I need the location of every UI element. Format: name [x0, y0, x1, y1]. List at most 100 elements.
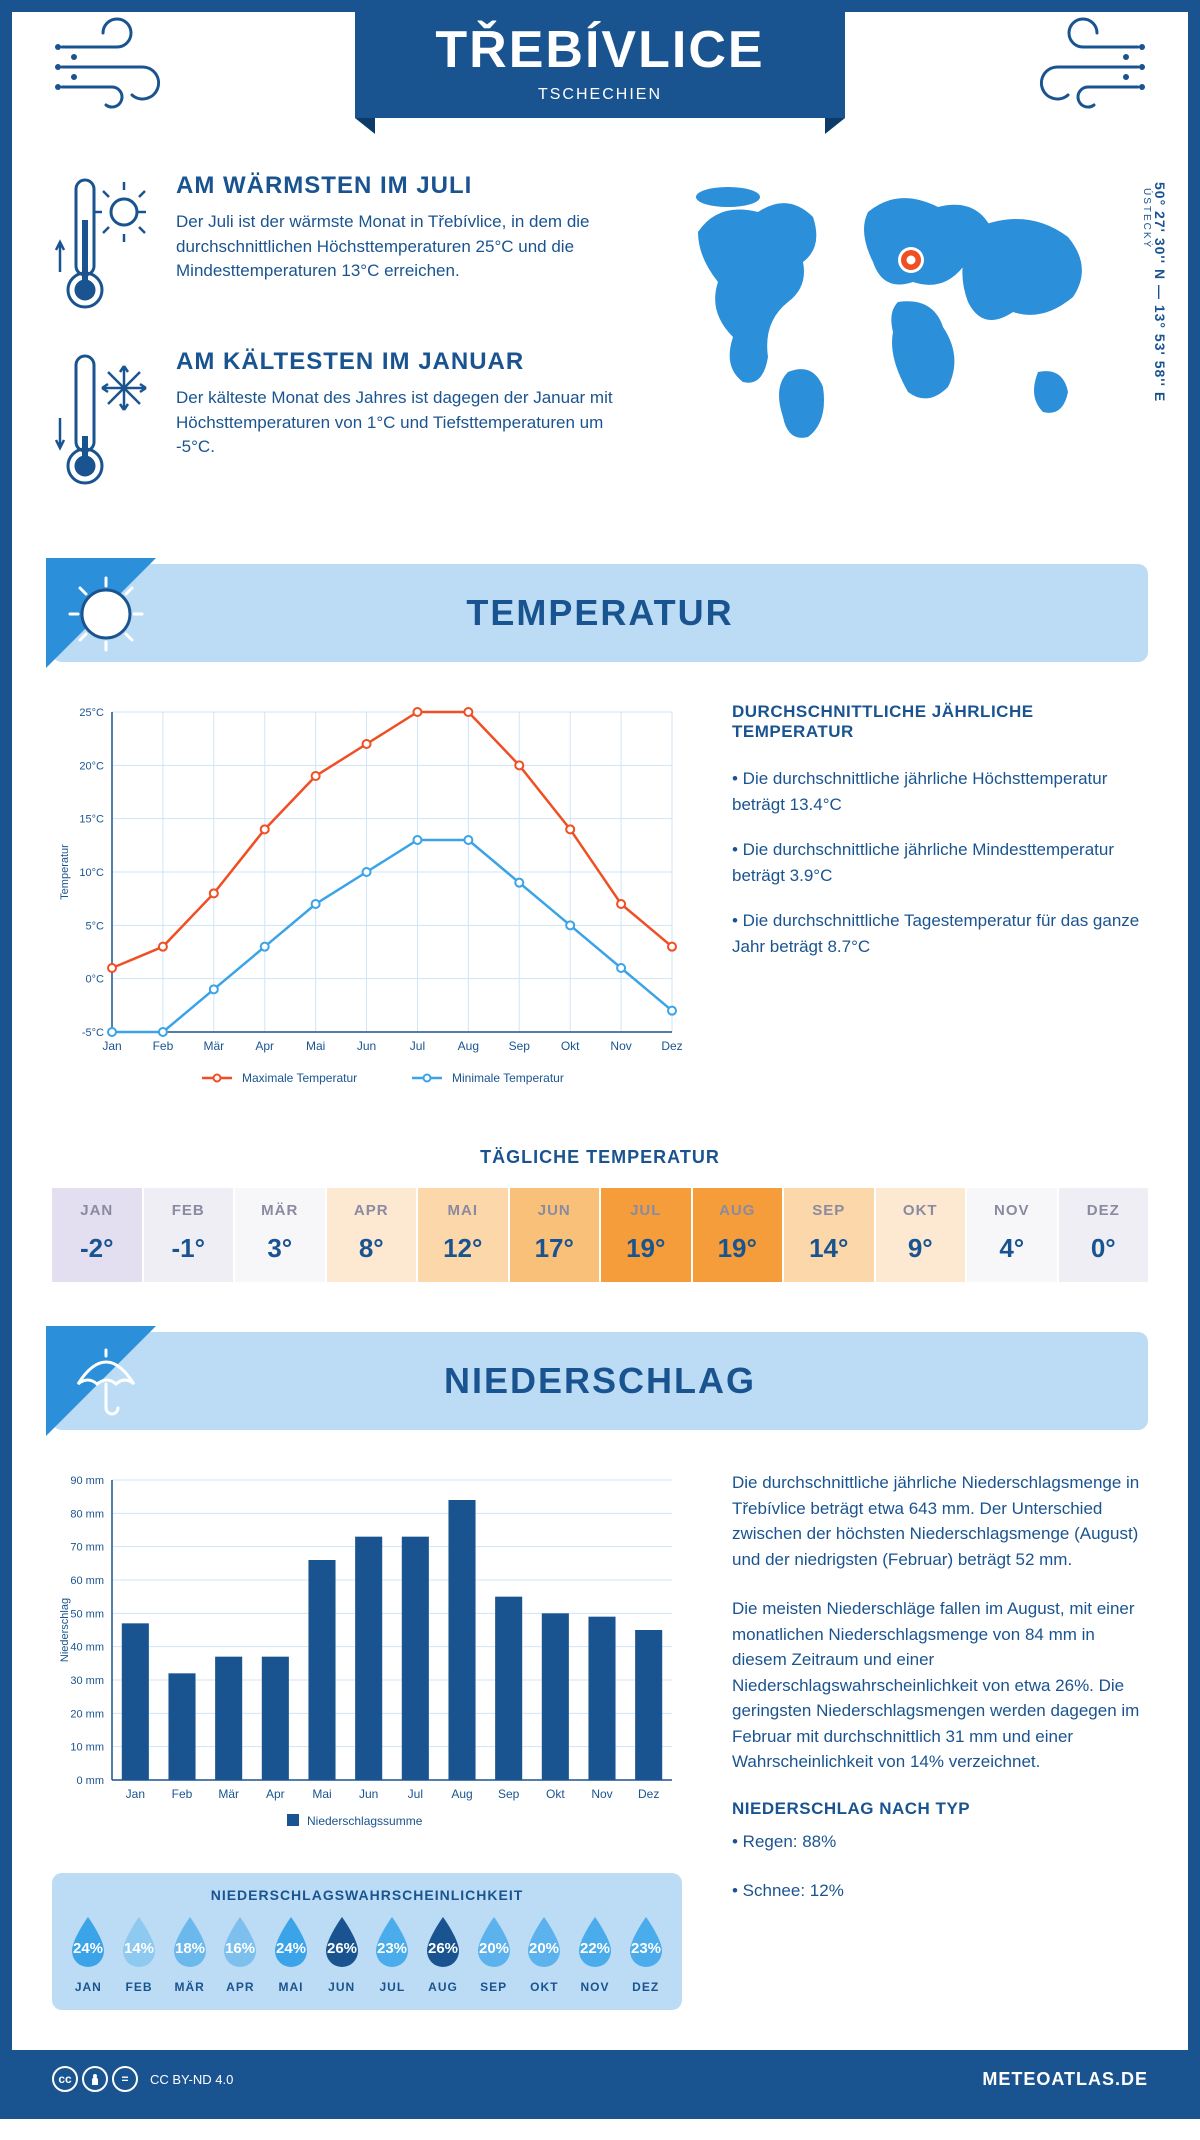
precipitation-bar-chart: 0 mm10 mm20 mm30 mm40 mm50 mm60 mm70 mm8…	[52, 1470, 682, 1840]
daily-temp-cell: MAI12°	[418, 1188, 508, 1282]
svg-text:Minimale Temperatur: Minimale Temperatur	[452, 1071, 564, 1085]
daily-temp-cell: NOV4°	[967, 1188, 1057, 1282]
probability-cell: 20%SEP	[469, 1915, 518, 1994]
daily-temperature-grid: JAN-2°FEB-1°MÄR3°APR8°MAI12°JUN17°JUL19°…	[52, 1188, 1148, 1282]
svg-text:Temperatur: Temperatur	[59, 844, 71, 900]
cc-icons: cc =	[52, 2066, 138, 2092]
svg-text:60 mm: 60 mm	[70, 1575, 104, 1587]
page-title: TŘEBÍVLICE	[435, 20, 764, 80]
thermometer-hot-icon	[52, 172, 152, 312]
svg-text:22%: 22%	[580, 1940, 610, 1957]
daily-temp-cell: OKT9°	[876, 1188, 966, 1282]
precip-type-2: • Schnee: 12%	[732, 1878, 1148, 1904]
svg-text:Sep: Sep	[509, 1039, 531, 1053]
drop-icon: 26%	[423, 1915, 463, 1967]
temperature-title: TEMPERATUR	[52, 592, 1148, 634]
intro-left: AM WÄRMSTEN IM JULI Der Juli ist der wär…	[52, 172, 628, 524]
probability-box: NIEDERSCHLAGSWAHRSCHEINLICHKEIT 24%JAN14…	[52, 1873, 682, 2010]
precip-type-heading: NIEDERSCHLAG NACH TYP	[732, 1799, 1148, 1819]
daily-temp-cell: MÄR3°	[235, 1188, 325, 1282]
cc-icon: cc	[52, 2066, 78, 2092]
probability-cell: 20%OKT	[520, 1915, 569, 1994]
svg-text:90 mm: 90 mm	[70, 1475, 104, 1487]
sun-icon	[66, 574, 146, 654]
probability-cell: 23%DEZ	[621, 1915, 670, 1994]
by-icon	[82, 2066, 108, 2092]
svg-text:50 mm: 50 mm	[70, 1608, 104, 1620]
svg-text:Niederschlag: Niederschlag	[59, 1598, 71, 1662]
coldest-block: AM KÄLTESTEN IM JANUAR Der kälteste Mona…	[52, 348, 628, 488]
precipitation-left: 0 mm10 mm20 mm30 mm40 mm50 mm60 mm70 mm8…	[52, 1470, 682, 2010]
precip-text-2: Die meisten Niederschläge fallen im Augu…	[732, 1596, 1148, 1775]
daily-temp-heading: TÄGLICHE TEMPERATUR	[52, 1147, 1148, 1168]
title-banner: TŘEBÍVLICE TSCHECHIEN	[355, 0, 844, 118]
svg-text:40 mm: 40 mm	[70, 1642, 104, 1654]
probability-cell: 23%JUL	[368, 1915, 417, 1994]
svg-text:Okt: Okt	[546, 1787, 565, 1801]
svg-text:16%: 16%	[225, 1940, 255, 1957]
drop-icon: 20%	[474, 1915, 514, 1967]
stats-p1: • Die durchschnittliche jährliche Höchst…	[732, 766, 1148, 817]
svg-text:Mai: Mai	[306, 1039, 325, 1053]
warmest-desc: Der Juli ist der wärmste Monat in Třebív…	[176, 210, 628, 284]
daily-temp-cell: JUN17°	[510, 1188, 600, 1282]
drop-icon: 23%	[372, 1915, 412, 1967]
svg-text:10 mm: 10 mm	[70, 1742, 104, 1754]
svg-text:24%: 24%	[276, 1940, 306, 1957]
svg-text:Jun: Jun	[357, 1039, 376, 1053]
drop-icon: 22%	[575, 1915, 615, 1967]
svg-text:Aug: Aug	[451, 1787, 472, 1801]
wind-icon-right	[1018, 12, 1148, 122]
coldest-text: AM KÄLTESTEN IM JANUAR Der kälteste Mona…	[176, 348, 628, 488]
svg-text:Jan: Jan	[126, 1787, 145, 1801]
temperature-line-chart: -5°C0°C5°C10°C15°C20°C25°CJanFebMärAprMa…	[52, 702, 682, 1102]
svg-text:Nov: Nov	[591, 1787, 612, 1801]
daily-temp-cell: JAN-2°	[52, 1188, 142, 1282]
svg-text:20%: 20%	[529, 1940, 559, 1957]
footer-left: cc = CC BY-ND 4.0	[52, 2066, 233, 2092]
temperature-stats: DURCHSCHNITTLICHE JÄHRLICHE TEMPERATUR •…	[732, 702, 1148, 1107]
probability-grid: 24%JAN14%FEB18%MÄR16%APR24%MAI26%JUN23%J…	[64, 1915, 670, 1994]
probability-cell: 18%MÄR	[165, 1915, 214, 1994]
svg-text:Jan: Jan	[102, 1039, 121, 1053]
temperature-body: -5°C0°C5°C10°C15°C20°C25°CJanFebMärAprMa…	[52, 702, 1148, 1107]
temperature-chart-wrap: -5°C0°C5°C10°C15°C20°C25°CJanFebMärAprMa…	[52, 702, 682, 1107]
coordinates: 50° 27' 30'' N — 13° 53' 58'' E ÚSTECKÝ	[1141, 182, 1168, 402]
svg-text:26%: 26%	[428, 1940, 458, 1957]
svg-text:18%: 18%	[175, 1940, 205, 1957]
stats-heading: DURCHSCHNITTLICHE JÄHRLICHE TEMPERATUR	[732, 702, 1148, 742]
drop-icon: 16%	[220, 1915, 260, 1967]
warmest-text: AM WÄRMSTEN IM JULI Der Juli ist der wär…	[176, 172, 628, 312]
stats-p2: • Die durchschnittliche jährliche Mindes…	[732, 837, 1148, 888]
coldest-desc: Der kälteste Monat des Jahres ist dagege…	[176, 386, 628, 460]
probability-cell: 16%APR	[216, 1915, 265, 1994]
drop-icon: 18%	[170, 1915, 210, 1967]
svg-text:24%: 24%	[73, 1940, 103, 1957]
precipitation-header: NIEDERSCHLAG	[52, 1332, 1148, 1430]
svg-text:Dez: Dez	[638, 1787, 659, 1801]
intro-section: AM WÄRMSTEN IM JULI Der Juli ist der wär…	[52, 172, 1148, 524]
drop-icon: 24%	[68, 1915, 108, 1967]
svg-text:Dez: Dez	[661, 1039, 682, 1053]
svg-text:0 mm: 0 mm	[77, 1775, 105, 1787]
svg-text:15°C: 15°C	[79, 814, 104, 826]
svg-text:30 mm: 30 mm	[70, 1675, 104, 1687]
probability-cell: 24%MAI	[267, 1915, 316, 1994]
daily-temp-cell: APR8°	[327, 1188, 417, 1282]
world-map-icon	[668, 172, 1108, 452]
svg-text:23%: 23%	[377, 1940, 407, 1957]
svg-text:Maximale Temperatur: Maximale Temperatur	[242, 1071, 357, 1085]
svg-text:Jul: Jul	[410, 1039, 425, 1053]
svg-text:Jun: Jun	[359, 1787, 378, 1801]
temperature-header: TEMPERATUR	[52, 564, 1148, 662]
daily-temp-cell: JUL19°	[601, 1188, 691, 1282]
svg-text:Feb: Feb	[172, 1787, 193, 1801]
probability-cell: 22%NOV	[571, 1915, 620, 1994]
svg-text:20°C: 20°C	[79, 760, 104, 772]
svg-text:25°C: 25°C	[79, 707, 104, 719]
svg-text:0°C: 0°C	[86, 974, 105, 986]
svg-text:20 mm: 20 mm	[70, 1708, 104, 1720]
svg-text:23%: 23%	[631, 1940, 661, 1957]
drop-icon: 14%	[119, 1915, 159, 1967]
svg-text:Apr: Apr	[255, 1039, 274, 1053]
